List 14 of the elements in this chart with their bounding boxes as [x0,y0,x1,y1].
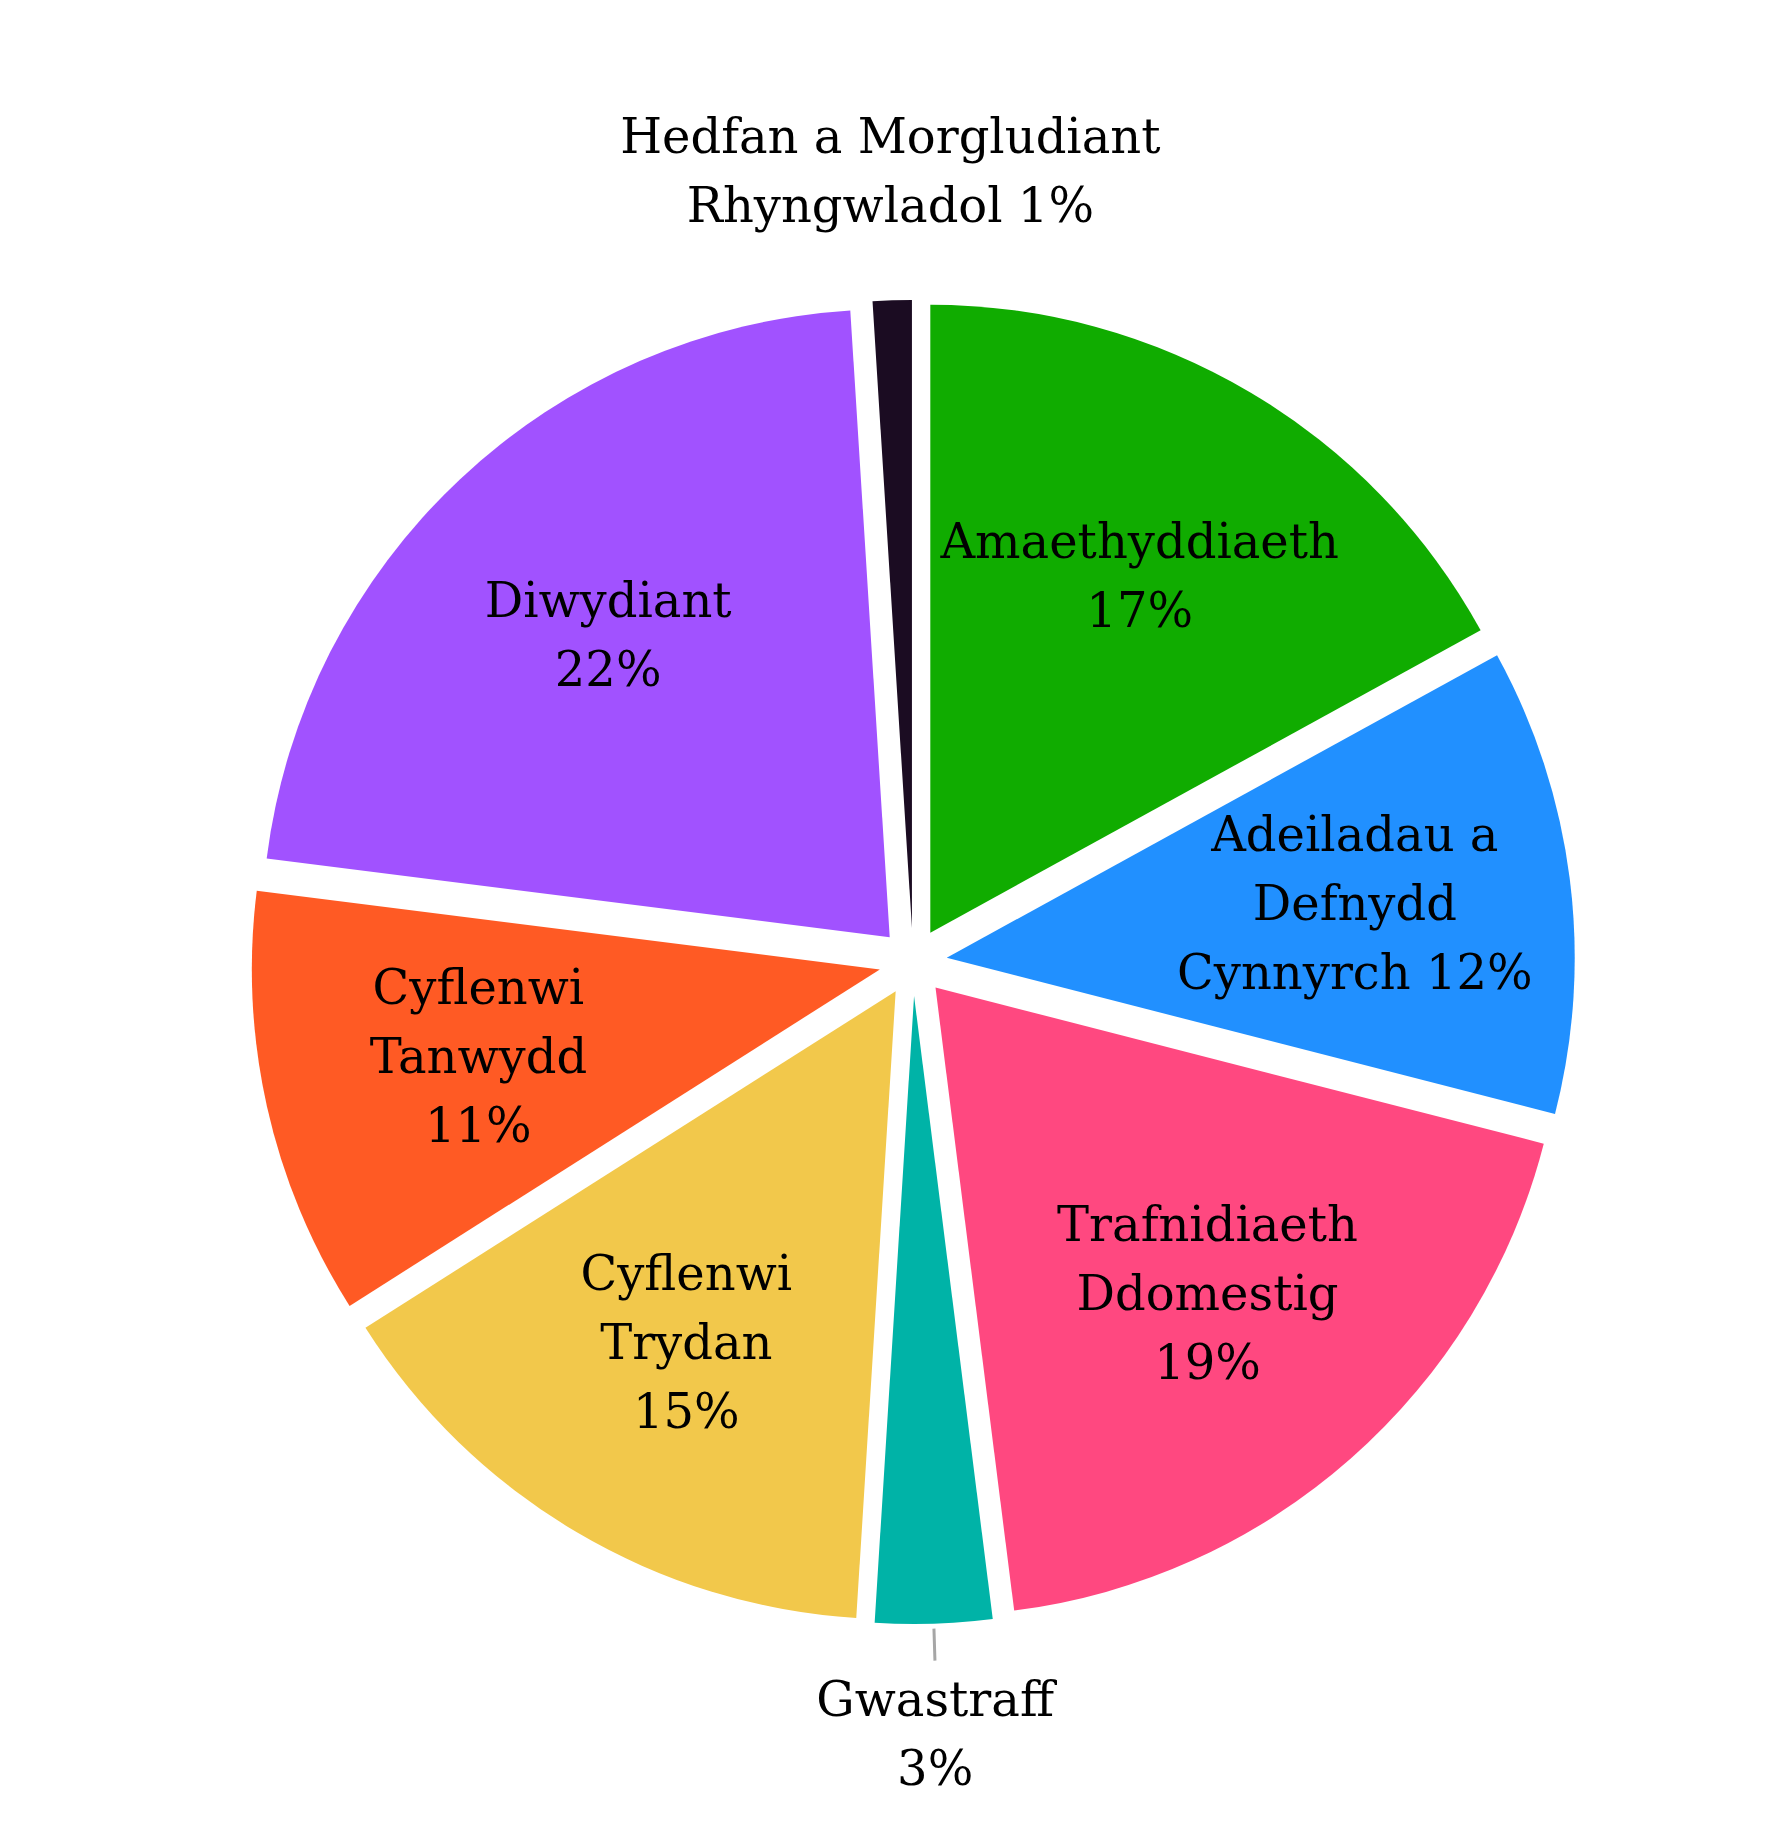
slice-label: Gwastraff [816,1671,1057,1728]
slice-label: Adeiladau a Defnydd Cynnyrch 12% [1177,806,1533,1001]
slice-label: Amaethyddiaeth [939,513,1339,570]
data-label: 19% [1154,1334,1261,1391]
slice-label: Cyflenwi Trydan [580,1245,793,1371]
data-label: 15% [632,1383,740,1440]
slice-label: Diwydiant [484,571,732,628]
data-label: 17% [1086,582,1194,639]
slice-label: Cyflenwi Tanwydd [369,959,588,1085]
data-label: 3% [897,1740,974,1797]
data-label: 22% [554,640,662,697]
slice-label: Hedfan a Morgludiant Rhyngwladol 1% [620,107,1161,233]
data-label: 11% [425,1097,532,1154]
slice-label: Trafnidiaeth Ddomestig [1057,1196,1358,1322]
